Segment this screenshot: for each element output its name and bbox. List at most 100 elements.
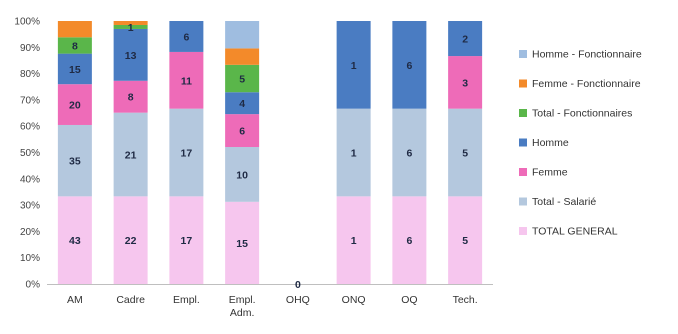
data-label: 1 (351, 235, 357, 247)
bar-segment (169, 108, 204, 197)
data-label: 6 (406, 60, 412, 72)
data-label: 4 (239, 98, 245, 110)
label-layer: 4335201582221813117171161510645111666553… (69, 22, 468, 291)
x-tick-label: Empl. (173, 294, 200, 306)
bar-segment (225, 147, 260, 202)
legend-label: Homme (532, 137, 569, 149)
data-label: 20 (69, 100, 81, 112)
data-label: 5 (462, 235, 468, 247)
bar-segment (448, 21, 483, 57)
y-tick-label: 60% (20, 122, 40, 133)
legend-label: Total - Fonctionnaires (532, 108, 632, 120)
legend-label: TOTAL GENERAL (532, 226, 618, 238)
bar-segment (57, 124, 92, 197)
bar-segment (169, 21, 204, 52)
data-label: 6 (239, 126, 245, 138)
data-label: 1 (351, 148, 357, 160)
data-label: 8 (128, 92, 134, 104)
bar-segment (113, 112, 148, 197)
bar-segment (57, 21, 92, 38)
bar-segment (336, 21, 371, 109)
bar-segment (225, 114, 260, 148)
bar-segment (57, 53, 92, 85)
y-tick-label: 70% (20, 95, 40, 106)
data-label: 6 (406, 148, 412, 160)
bar-segment (113, 196, 148, 284)
bar-segment (225, 21, 260, 49)
bar-segment (57, 84, 92, 125)
legend-swatch (519, 109, 527, 117)
bar-segment (225, 92, 260, 115)
bar-segment (336, 196, 371, 284)
y-tick-label: 50% (20, 148, 40, 159)
data-label: 17 (181, 148, 193, 160)
x-tick-label: ONQ (342, 294, 366, 306)
bar-segment (336, 108, 371, 197)
legend-swatch (519, 138, 527, 147)
bar-segment (392, 21, 427, 109)
bar-segment (225, 64, 260, 93)
data-label: 15 (69, 64, 81, 76)
legend-swatch (519, 168, 527, 176)
data-label: 11 (181, 75, 192, 87)
x-tick-label: OHQ (286, 294, 310, 306)
x-tick-label: AM (67, 294, 83, 306)
x-tick-label: Tech. (453, 294, 478, 306)
bar-segment (113, 24, 148, 29)
legend-label: Femme (532, 167, 568, 179)
legend-swatch (519, 197, 527, 206)
x-tick-label: OQ (401, 294, 417, 306)
y-tick-label: 30% (20, 201, 40, 212)
data-label: 13 (125, 50, 137, 62)
y-tick-label: 40% (20, 174, 40, 185)
bar-segment (113, 80, 148, 113)
data-label: 8 (72, 40, 78, 52)
bar-segment (57, 196, 92, 284)
data-label: 3 (462, 77, 468, 89)
data-label: 5 (239, 74, 245, 86)
data-label: 5 (462, 148, 468, 160)
bar-segment (169, 51, 204, 109)
bar-segment (392, 196, 427, 284)
y-tick-label: 0% (26, 280, 41, 291)
bar-segment (57, 37, 92, 54)
y-tick-label: 80% (20, 69, 40, 80)
x-tick-label: Cadre (116, 294, 145, 306)
data-label: 1 (128, 22, 134, 34)
bar-segment (113, 28, 148, 81)
legend-label: Femme - Fonctionnaire (532, 78, 641, 90)
data-label: 17 (181, 235, 193, 247)
bar-segment (448, 196, 483, 284)
data-label: 2 (462, 34, 468, 46)
data-label: 6 (183, 31, 189, 43)
data-label: 10 (236, 169, 248, 181)
legend-label: Total - Salarié (532, 196, 596, 208)
bar-segment (225, 48, 260, 65)
legend-label: Homme - Fonctionnaire (532, 49, 642, 61)
y-tick-label: 90% (20, 43, 40, 54)
legend-swatch (519, 227, 527, 235)
data-label: 1 (351, 60, 357, 72)
bar-segment (392, 108, 427, 197)
data-label: 6 (406, 235, 412, 247)
axis-layer: 0% 10% 20% 30% 40% 50% 60% 70% 80% 90% 100% AM Cadre… (14, 17, 493, 319)
y-tick-label: 20% (20, 227, 40, 238)
y-tick-label: 10% (20, 253, 40, 264)
data-label: 15 (236, 238, 248, 250)
bar-layer (57, 21, 483, 284)
legend-swatch (519, 79, 527, 88)
data-label: 35 (69, 156, 81, 168)
data-label: 22 (125, 235, 137, 247)
bar-segment (225, 201, 260, 284)
zero-data-label: 0 (295, 279, 301, 291)
bar-segment (113, 21, 148, 25)
data-label: 43 (69, 235, 81, 247)
bar-segment (169, 196, 204, 284)
legend: Homme - Fonctionnaire Femme - Fonctionnai… (519, 49, 642, 238)
x-tick-label: Empl. Adm. (229, 294, 256, 319)
bar-segment (448, 108, 483, 197)
y-tick-label: 100% (14, 17, 40, 28)
legend-swatch (519, 50, 527, 58)
